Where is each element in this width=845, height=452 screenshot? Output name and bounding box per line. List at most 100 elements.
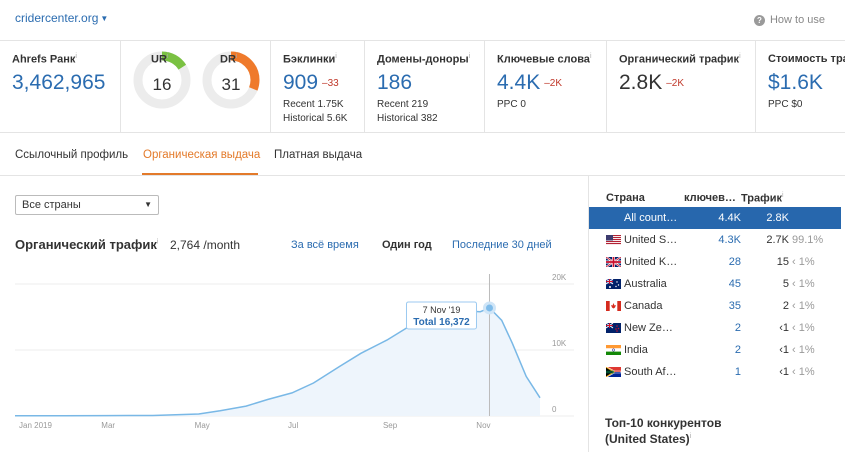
y-tick-label: 0 [552, 405, 557, 414]
country-share: ‹ 1% [792, 322, 815, 334]
info-icon[interactable]: i [739, 53, 741, 60]
keywords-value[interactable]: 4.4K [497, 71, 541, 94]
country-keywords[interactable]: 1 [734, 366, 741, 378]
table-row[interactable]: Canada 35 2 ‹ 1% [589, 295, 841, 317]
ref-domains-value[interactable]: 186 [377, 71, 413, 94]
ahrefs-rank-label: Ahrefs Ранк [12, 53, 76, 66]
metrics-strip: Ahrefs Ранкi 3,462,965 URi 16 DRi 31 Бэк… [0, 40, 845, 133]
country-name: United K… [624, 256, 678, 268]
dr-gauge-ring [202, 51, 260, 109]
flag-au-icon [605, 278, 621, 289]
chart-title: Органический трафикi [15, 237, 159, 252]
flag-us-icon [606, 235, 621, 245]
country-keywords[interactable]: 2 [734, 344, 741, 356]
tab-backlink-profile[interactable]: Ссылочный профиль [15, 149, 129, 161]
series-area [15, 307, 540, 416]
table-row[interactable]: Australia 45 5 ‹ 1% [589, 273, 841, 295]
info-icon[interactable]: i [156, 238, 159, 246]
country-name: Canada [624, 300, 663, 312]
table-row[interactable]: India 2 ‹1 ‹ 1% [589, 339, 841, 361]
table-row[interactable]: South Af… 1 ‹1 ‹ 1% [589, 361, 841, 383]
country-traffic: 5 [782, 278, 789, 290]
ref-domains-historical: Historical 382 [377, 113, 438, 124]
country-traffic: 15 [776, 256, 789, 268]
top-competitors-line1: Топ-10 конкурентов [605, 416, 722, 430]
metric-ratings: URi 16 DRi 31 [121, 41, 271, 133]
keywords-delta: –2K [544, 77, 562, 89]
organic-traffic-chart[interactable]: 20K 10K 0 Jan 2019 Mar May Jul Sep Nov 7 Nov '19 T… [0, 272, 588, 452]
organic-traffic-delta: –2K [666, 77, 684, 89]
how-to-use-link[interactable]: ? How to use [753, 14, 825, 26]
tooltip-date: 7 Nov '19 [423, 305, 461, 315]
tab-paid-search[interactable]: Платная выдача [274, 149, 363, 161]
keywords-ppc: PPC 0 [497, 99, 526, 110]
top-bar: cridercenter.org ▼ ? How to use [0, 0, 845, 40]
range-last-30-days[interactable]: Последние 30 дней [452, 239, 552, 251]
country-keywords[interactable]: 4.3K [718, 234, 741, 246]
tooltip-total: Total 16,372 [413, 317, 470, 328]
country-keywords[interactable]: 4.4K [718, 212, 741, 224]
x-tick-label: Jul [288, 421, 298, 430]
traffic-value-value[interactable]: $1.6K [768, 71, 823, 94]
info-icon[interactable]: i [589, 53, 592, 60]
metric-ref-domains: Домены-донорыi 186 Recent 219 Historical… [365, 41, 485, 133]
ref-domains-recent: Recent 219 [377, 99, 429, 110]
country-share: ‹ 1% [792, 300, 815, 312]
metric-backlinks: Бэклинкиi 909 –33 Recent 1.75K Historical… [271, 41, 365, 133]
header-traffic[interactable]: Трафикi [741, 192, 784, 205]
panel-divider [588, 176, 589, 452]
x-tick-label: Nov [476, 421, 490, 430]
header-country[interactable]: Страна [606, 192, 645, 204]
top-competitors-line2: (United States)i [605, 432, 692, 446]
country-keywords[interactable]: 28 [728, 256, 741, 268]
backlinks-value[interactable]: 909 [283, 71, 319, 94]
country-share: ‹ 1% [792, 344, 815, 356]
backlinks-historical: Historical 5.6K [283, 113, 348, 124]
table-row[interactable]: New Ze… 2 ‹1 ‹ 1% [589, 317, 841, 339]
x-tick-label: Mar [101, 421, 115, 430]
tab-organic-search[interactable]: Органическая выдача [143, 149, 261, 161]
ur-gauge-ring [133, 51, 191, 109]
active-tab-indicator [142, 173, 258, 175]
country-select[interactable]: Все страны ▼ [15, 195, 159, 215]
country-share: 99.1% [792, 234, 824, 246]
organic-traffic-panel: Все страны ▼ Органический трафикi 2,764 … [0, 176, 588, 452]
country-name: All count… [624, 212, 678, 224]
dr-gauge: DRi 31 [200, 49, 262, 111]
triangle-down-icon: ▼ [144, 200, 152, 209]
country-keywords[interactable]: 45 [728, 278, 741, 290]
table-row[interactable]: United K… 28 15 ‹ 1% [589, 251, 841, 273]
info-icon[interactable]: i [468, 53, 471, 60]
flag-ca-icon [606, 301, 621, 311]
ahrefs-rank-value[interactable]: 3,462,965 [12, 71, 106, 94]
traffic-value-ppc: PPC $0 [768, 99, 803, 110]
report-tabs: Ссылочный профиль Органическая выдача Пл… [0, 133, 845, 176]
country-share: ‹ 1% [792, 278, 815, 290]
flag-nz-icon [605, 322, 621, 333]
domain-selector[interactable]: cridercenter.org ▼ [15, 11, 108, 25]
country-traffic: ‹1 [779, 344, 789, 356]
info-icon[interactable]: i [75, 53, 77, 60]
table-row[interactable]: United S… 4.3K 2.7K 99.1% [589, 229, 841, 251]
info-icon[interactable]: i [335, 53, 337, 60]
country-name: India [624, 344, 648, 356]
range-all-time[interactable]: За всё время [291, 239, 359, 251]
country-keywords[interactable]: 2 [734, 322, 741, 334]
flag-za-icon [605, 366, 622, 378]
table-row[interactable]: All count… 4.4K 2.8K [589, 207, 841, 229]
hover-point [482, 301, 496, 315]
header-keywords[interactable]: ключев… [684, 192, 736, 204]
metric-traffic-value: Стоимость тра $1.6K PPC $0 [756, 41, 845, 133]
metric-keywords: Ключевые словаi 4.4K –2K PPC 0 [485, 41, 607, 133]
chart-summary: 2,764 /month [170, 238, 241, 252]
ref-domains-label: Домены-доноры [377, 53, 469, 66]
country-keywords[interactable]: 35 [728, 300, 741, 312]
backlinks-delta: –33 [322, 77, 339, 89]
ur-gauge: URi 16 [131, 49, 193, 111]
country-name: United S… [624, 234, 678, 246]
country-traffic: ‹1 [779, 366, 789, 378]
range-one-year[interactable]: Один год [382, 239, 432, 251]
country-name: New Ze… [624, 322, 673, 334]
country-table-panel: Страна ключев… Трафикi All count… 4.4K 2.8… [589, 176, 845, 452]
ur-value: 16 [152, 75, 172, 94]
